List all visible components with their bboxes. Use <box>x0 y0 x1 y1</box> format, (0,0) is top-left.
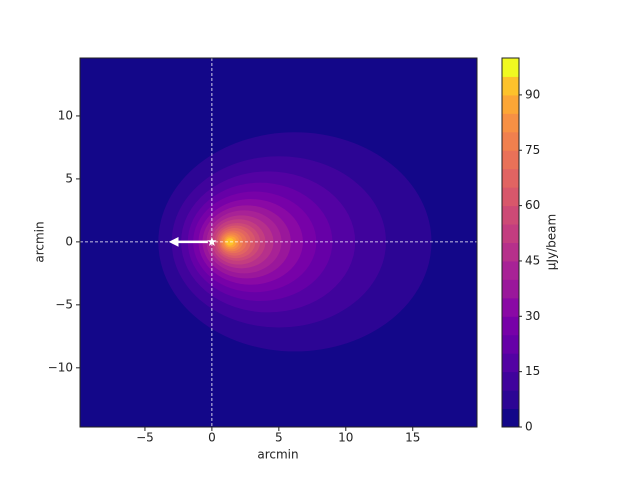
colorbar-band <box>502 242 519 262</box>
colorbar-band <box>502 297 519 317</box>
colorbar-band <box>502 187 519 207</box>
plot-area <box>80 58 477 427</box>
colorbar-tick-label: 0 <box>525 420 533 434</box>
colorbar-band <box>502 279 519 299</box>
colorbar-band <box>502 76 519 96</box>
y-tick-label: 0 <box>65 234 73 248</box>
x-tick-label: 10 <box>338 431 353 445</box>
colorbar-tick-label: 90 <box>525 87 540 101</box>
colorbar-band <box>502 168 519 188</box>
x-tick-label: 5 <box>275 431 283 445</box>
colorbar-band <box>502 408 519 428</box>
colorbar-tick-label: 30 <box>525 309 540 323</box>
y-tick-label: −5 <box>55 297 73 311</box>
x-axis-label: arcmin <box>257 448 298 462</box>
colorbar-band <box>502 371 519 391</box>
colorbar-tick-label: 75 <box>525 143 540 157</box>
colorbar-frame <box>501 57 520 428</box>
y-tick-label: 5 <box>65 171 73 185</box>
x-tick-label: −5 <box>136 431 154 445</box>
x-tick-label: 15 <box>405 431 420 445</box>
colorbar-band <box>502 150 519 170</box>
colorbar-band <box>502 58 519 77</box>
colorbar-band <box>502 224 519 243</box>
colorbar-band <box>502 353 519 373</box>
colorbar-tick-label: 60 <box>525 198 540 212</box>
colorbar-band <box>502 94 519 114</box>
colorbar-tick-label: 45 <box>525 253 540 267</box>
contour-region <box>225 238 234 246</box>
colorbar-band <box>502 113 519 133</box>
colorbar-band <box>502 131 519 151</box>
colorbar-band <box>502 334 519 354</box>
x-tick-label: 0 <box>208 431 216 445</box>
y-axis-label: arcmin <box>33 221 47 262</box>
colorbar-tick-label: 15 <box>525 364 540 378</box>
colorbar-label: μJy/beam <box>545 214 559 270</box>
y-tick-label: −10 <box>48 360 73 374</box>
star-marker <box>207 236 217 246</box>
colorbar-band <box>502 316 519 336</box>
y-tick-label: 10 <box>58 108 73 122</box>
colorbar-band <box>502 205 519 225</box>
colorbar-band <box>502 260 519 280</box>
colorbar-band <box>502 390 519 410</box>
